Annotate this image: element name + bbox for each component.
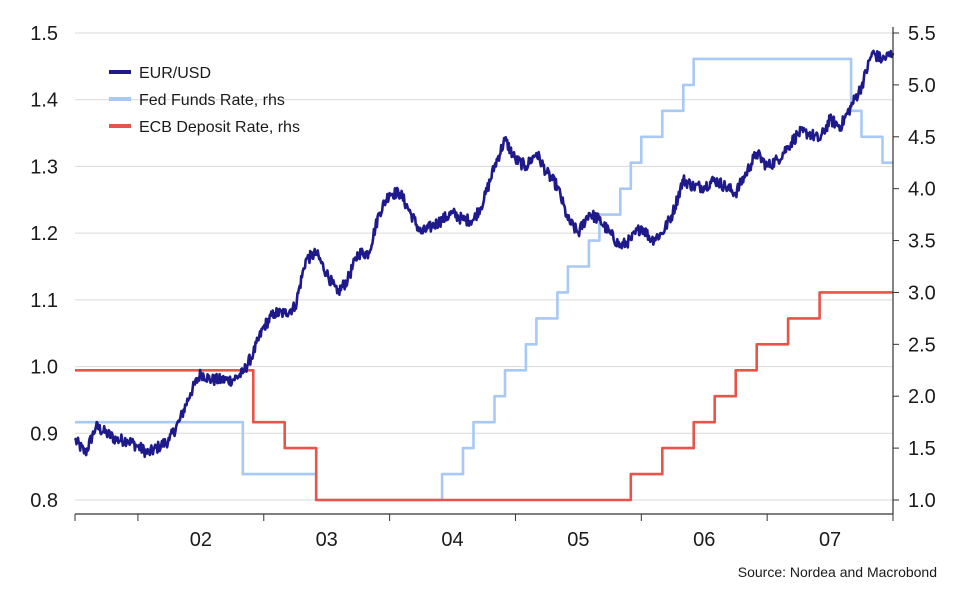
x-tick-label: 05 xyxy=(567,529,589,551)
y-right-tick-label: 2.5 xyxy=(908,334,936,356)
x-tick-label: 07 xyxy=(819,529,841,551)
legend-label: ECB Deposit Rate, rhs xyxy=(139,119,300,136)
y-right-tick-label: 1.0 xyxy=(908,490,936,512)
y-right-tick-label: 4.0 xyxy=(908,179,936,201)
series-line-fed-funds-rate-rhs xyxy=(75,57,893,502)
y-left-tick-label: 0.9 xyxy=(30,423,58,445)
axes: 0.8 0.9 1.0 1.1 1.2 1.3 1.4 1.5 1.0 1.5 2.0 2.5 3.0 3… xyxy=(30,23,936,551)
y-right-tick-label: 3.5 xyxy=(908,231,936,253)
y-left-tick-label: 1.4 xyxy=(30,90,58,112)
y-right-tick-label: 1.5 xyxy=(908,438,936,460)
legend-label: EUR/USD xyxy=(139,65,211,82)
legend: EUR/USD Fed Funds Rate, rhs ECB Deposit Ra… xyxy=(109,65,300,136)
y-right-tick-label: 5.5 xyxy=(908,23,936,45)
x-tick-label: 04 xyxy=(441,529,463,551)
y-left-tick-label: 1.5 xyxy=(30,23,58,45)
y-right-tick-label: 3.0 xyxy=(908,282,936,304)
gridlines xyxy=(75,32,893,501)
y-left-tick-label: 1.0 xyxy=(30,357,58,379)
y-right-tick-label: 4.5 xyxy=(908,127,936,149)
x-tick-label: 02 xyxy=(190,529,212,551)
series-line-ecb-deposit-rate-rhs xyxy=(75,291,893,502)
y-left-tick-label: 1.1 xyxy=(30,290,58,312)
x-tick-label: 03 xyxy=(316,529,338,551)
series-layer xyxy=(73,49,895,502)
y-left-tick-label: 0.8 xyxy=(30,490,58,512)
x-tick-label: 06 xyxy=(693,529,715,551)
y-left-tick-label: 1.2 xyxy=(30,223,58,245)
y-right-tick-label: 5.0 xyxy=(908,75,936,97)
source-label: Source: Nordea and Macrobond xyxy=(738,564,937,580)
y-left-tick-label: 1.3 xyxy=(30,156,58,178)
series-line-eur-usd xyxy=(73,49,895,459)
legend-label: Fed Funds Rate, rhs xyxy=(139,92,285,109)
y-right-tick-label: 2.0 xyxy=(908,386,936,408)
